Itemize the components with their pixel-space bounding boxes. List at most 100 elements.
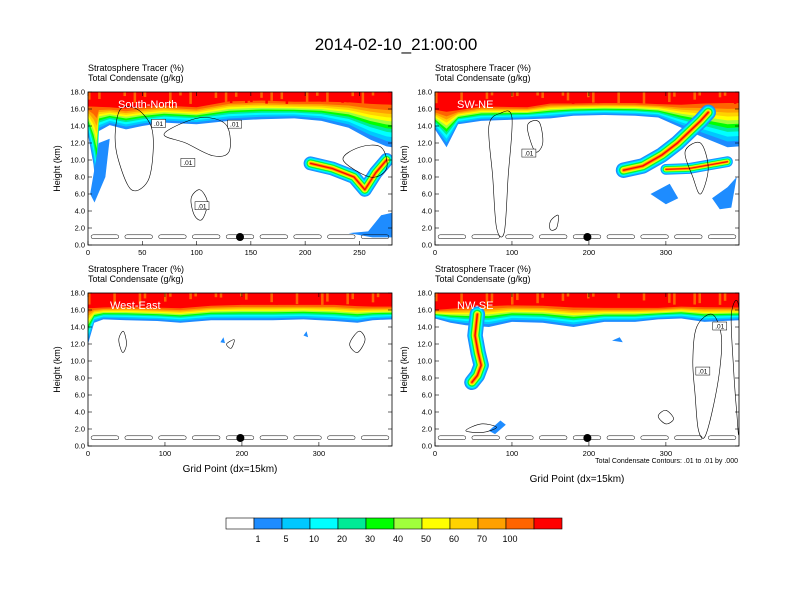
tracer-top-cell (647, 293, 651, 305)
tracer-top-cell (194, 293, 197, 297)
colorbar-label: 40 (393, 534, 403, 544)
tracer-patch-0 (650, 183, 679, 205)
tracer-top-cell (336, 92, 339, 97)
tracer-top-cell (581, 92, 585, 96)
tracer-top-cell (285, 92, 289, 104)
tracer-top-cell (678, 293, 681, 300)
surface-contour (471, 234, 500, 239)
surface-contour (293, 234, 322, 239)
tracer-top-cell (260, 92, 263, 98)
tracer-top-cell (123, 92, 126, 97)
surface-contour (437, 234, 466, 239)
contour-footnote: Total Condensate Contours: .01 to .01 by… (595, 458, 738, 465)
contour-label: .01 (151, 119, 166, 128)
panel-subtitle-tracer: Stratosphere Tracer (%) (88, 63, 184, 73)
tracer-top-cell (581, 293, 585, 304)
surface-contour (640, 234, 669, 239)
tracer-top-cell (612, 92, 615, 100)
tracer-top-cell (480, 92, 484, 104)
tracer-top-cell (698, 92, 701, 96)
panel-subtitle-condensate: Total Condensate (g/kg) (88, 73, 184, 83)
panel-subtitle-condensate: Total Condensate (g/kg) (435, 73, 531, 83)
condensate-contour-3 (465, 423, 497, 433)
condensate-contour-1 (163, 117, 231, 157)
contour-label-text: .01 (154, 121, 163, 128)
tracer-top-cell (485, 92, 489, 99)
tracer-top-cell (361, 293, 365, 301)
tracer-top-cell (495, 92, 499, 99)
tracer-top-cell (566, 293, 570, 297)
x-tick-label: 0 (86, 248, 90, 257)
surface-contour (674, 234, 703, 239)
plot-frame (434, 91, 740, 246)
y-tick-label: 4.0 (75, 408, 85, 417)
tracer-top-cell (275, 293, 278, 305)
tracer-top-cell (219, 92, 223, 96)
tracer-top-cell (511, 293, 514, 305)
tracer-top-cell (143, 293, 147, 299)
tracer-top-cell (300, 92, 304, 101)
x-tick-label: 200 (299, 248, 312, 257)
tracer-top-cell (516, 92, 519, 97)
y-tick-label: 8.0 (75, 173, 85, 182)
y-tick-label: 2.0 (75, 224, 85, 233)
tracer-top-cell (88, 92, 91, 100)
y-tick-label: 10.0 (417, 357, 432, 366)
tracer-top-cell (240, 92, 243, 97)
tracer-top-cell (536, 92, 539, 96)
colorbar-label: 1 (255, 534, 260, 544)
surface-contour (90, 234, 119, 239)
tracer-top-cell (113, 293, 116, 305)
x-tick-label: 300 (313, 449, 326, 458)
tracer-top-cell (546, 293, 549, 298)
tracer-top-cell (386, 92, 390, 100)
tracer-patch-1 (612, 337, 623, 343)
y-tick-label: 14.0 (70, 323, 85, 332)
tracer-top-cell (460, 293, 463, 304)
y-tick-label: 8.0 (422, 173, 432, 182)
tracer-top-cell (224, 293, 228, 303)
tracer-top-cell (733, 92, 737, 104)
tracer-top-cell (366, 293, 370, 305)
tracer-top-cell (703, 92, 707, 99)
tracer-top-cell (445, 92, 448, 96)
tracer-top-cell (642, 92, 646, 104)
tracer-top-cell (713, 293, 717, 303)
panel-subtitle-condensate: Total Condensate (g/kg) (435, 274, 531, 284)
tracer-top-cell (108, 293, 111, 303)
colorbar-cell (309, 517, 339, 530)
tracer-top-cell (718, 293, 722, 305)
tracer-top-cell (683, 293, 686, 297)
y-tick-label: 8.0 (75, 374, 85, 383)
plume-0-layer-10 (622, 111, 709, 171)
tracer-top-cell (341, 92, 344, 103)
panel-4: .01 .01 0.0 2.0 4.0 6.0 8.0 10.0 12.0 14.0 16.0 18.… (399, 264, 740, 485)
condensate-contour-0 (114, 106, 154, 192)
y-axis-label: Height (km) (52, 145, 62, 192)
condensate-contour-0 (118, 330, 127, 353)
x-tick-label: 300 (660, 449, 673, 458)
tracer-top-cell (728, 293, 732, 297)
tracer-top-cell (164, 92, 167, 99)
tracer-top-cell (93, 92, 96, 104)
tracer-top-cell (143, 92, 147, 97)
tracer-top-cell (541, 293, 544, 298)
y-tick-label: 12.0 (70, 139, 85, 148)
condensate-contour-2 (657, 409, 674, 425)
tracer-top-cell (612, 293, 615, 297)
plot-area: .01 (435, 92, 739, 239)
tracer-top-cell (321, 293, 324, 305)
tracer-top-cell (245, 92, 248, 103)
tracer-top-cell (346, 92, 349, 103)
tracer-patch-1 (90, 138, 110, 203)
tracer-top-cell (179, 92, 182, 96)
y-tick-label: 0.0 (75, 241, 85, 250)
colorbar-label: 5 (283, 534, 288, 544)
tracer-top-cell (602, 92, 605, 99)
cross-section-label: SW-NE (457, 99, 493, 111)
tracer-top-cell (234, 92, 238, 97)
tracer-top-cell (500, 293, 504, 298)
tracer-top-cell (184, 92, 187, 100)
